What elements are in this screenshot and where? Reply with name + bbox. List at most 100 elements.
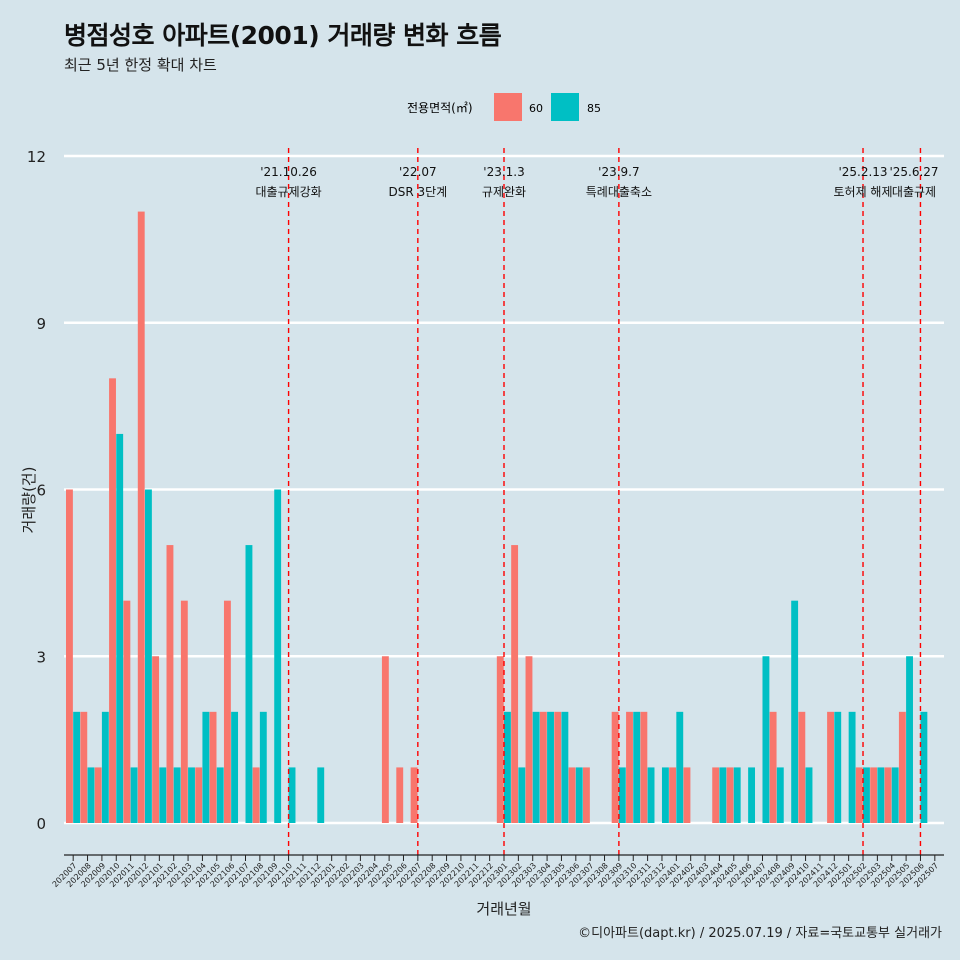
event-label: 특례대출축소 [586,185,652,199]
bar-60-202104 [195,767,203,823]
bar-60-202009 [94,767,102,823]
bar-60-202310 [626,711,633,823]
legend-swatch-60 [494,93,522,121]
bar-60-202007 [66,489,73,823]
bar-60-202010 [109,378,116,823]
event-date: '25.2.13 [838,165,887,179]
bar-60-202405 [726,767,734,823]
bar-85-202009 [101,711,109,823]
bar-85-202303 [532,711,540,823]
bar-60-202105 [209,711,217,823]
bar-85-202105 [216,767,224,823]
bar-85-202505 [906,656,913,823]
bar-60-202102 [166,545,174,823]
event-label: 규제완화 [482,185,526,199]
bar-85-202011 [130,767,138,823]
bar-60-202205 [381,656,389,823]
bar-60-202305 [554,711,562,823]
bar-85-202112 [317,767,325,823]
bars [66,211,928,823]
bar-60-202311 [640,711,648,823]
bar-85-202310 [633,711,641,823]
bar-85-202408 [776,767,784,823]
y-tick-label: 6 [36,482,46,500]
legend-label-85: 85 [587,102,601,115]
event-markers: '21.10.26 대출규제강화 '22.07 DSR 3단계 '23.1.3 규제완화 '… [255,148,939,855]
bar-85-202110 [288,767,296,823]
bar-60-202304 [539,711,547,823]
bar-85-202407 [762,656,770,823]
bar-85-202504 [891,767,899,823]
bar-85-202311 [647,767,655,823]
bar-85-202401 [676,711,684,823]
bar-85-202406 [748,767,756,823]
event-date: '25.6.27 [889,165,938,179]
bar-85-202008 [87,767,95,823]
bar-85-202405 [733,767,741,823]
bar-60-202101 [152,656,160,823]
bar-60-202108 [252,767,260,823]
bar-60-202502 [855,767,863,823]
legend-label-60: 60 [529,102,543,115]
bar-60-202103 [180,600,188,823]
x-axis: 2020072020082020092020102020112020122021… [51,854,944,889]
bar-60-202106 [223,600,231,823]
event-date: '23.1.3 [483,165,524,179]
bar-85-202101 [159,767,167,823]
event-label: 대출규제강화 [255,185,321,199]
event-label: DSR 3단계 [388,185,447,199]
event-date: '21.10.26 [260,165,317,179]
bar-85-202108 [259,711,267,823]
bar-60-202012 [137,211,145,823]
bar-60-202307 [582,767,590,823]
bar-85-202502 [863,767,870,823]
bar-60-202412 [827,711,834,823]
bar-60-202410 [798,711,806,823]
bar-60-202504 [884,767,892,823]
y-tick-label: 12 [27,148,46,166]
bar-85-202007 [73,711,81,823]
bar-85-202102 [173,767,181,823]
bar-60-202302 [511,545,519,823]
bar-85-202104 [202,711,210,823]
source-caption: ©디아파트(dapt.kr) / 2025.07.19 / 자료=국토교통부 실… [578,926,942,941]
bar-85-202306 [575,767,583,823]
bar-60-202303 [525,656,533,823]
bar-60-202306 [568,767,576,823]
chart-title: 병점성호 아파트(2001) 거래량 변화 흐름 [64,21,502,50]
bar-85-202501 [848,711,856,823]
bar-60-202301 [496,656,504,823]
y-axis-title: 거래량(건) [20,467,38,534]
x-axis-title: 거래년월 [476,900,531,918]
bar-60-202408 [769,711,777,823]
chart-subtitle: 최근 5년 한정 확대 차트 [64,56,217,74]
legend-swatch-85 [551,93,579,121]
bar-60-202011 [123,600,131,823]
bar-60-202008 [80,711,88,823]
bar-60-202206 [396,767,404,823]
bar-85-202409 [791,600,799,823]
legend-title: 전용면적(㎡) [407,101,473,115]
bar-85-202109 [274,489,282,823]
bar-85-202404 [719,767,727,823]
bar-60-202401 [669,767,677,823]
bar-85-202312 [661,767,669,823]
y-tick-label: 0 [36,815,46,833]
event-label: 대출규제 [892,185,936,199]
bar-85-202410 [805,767,813,823]
legend: 전용면적(㎡) 60 85 [407,93,601,121]
bar-60-202207 [410,767,418,823]
bar-85-202010 [116,433,124,823]
bar-60-202404 [712,767,720,823]
y-axis: 0 3 6 9 12 [27,148,46,833]
event-label: 토허제 해제 [834,185,893,199]
y-tick-label: 9 [36,315,46,333]
bar-85-202412 [834,711,842,823]
bar-85-202503 [877,767,885,823]
bar-85-202012 [144,489,152,823]
bar-85-202107 [245,545,253,823]
bar-85-202305 [561,711,569,823]
event-date: '22.07 [399,165,437,179]
y-tick-label: 3 [36,648,46,666]
